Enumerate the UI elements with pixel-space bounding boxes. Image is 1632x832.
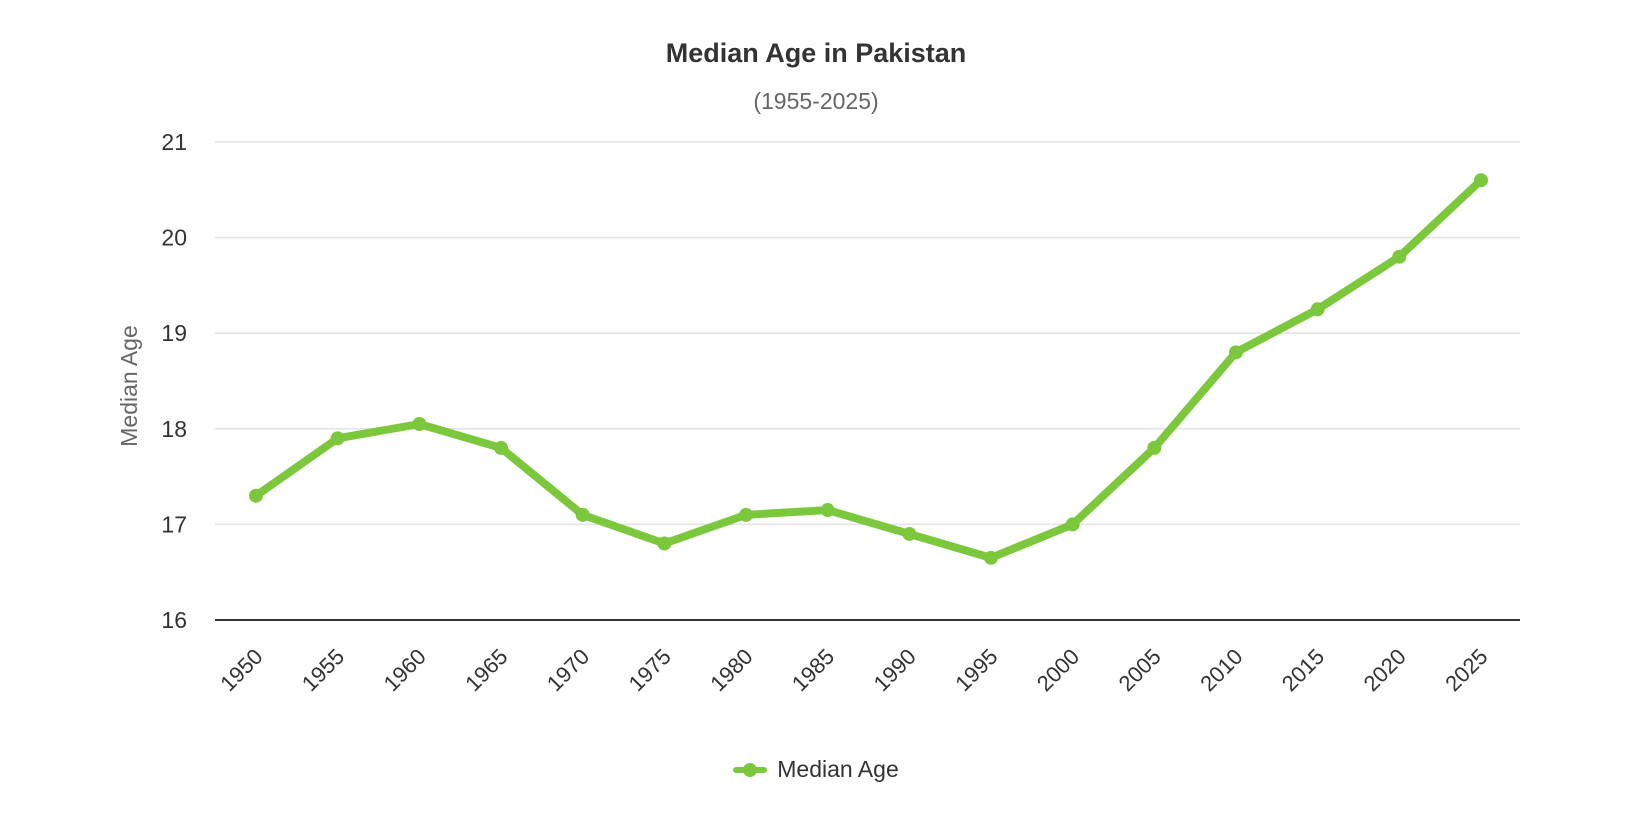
y-tick-label: 19: [161, 320, 187, 346]
x-tick-label: 2015: [1277, 644, 1329, 696]
data-point[interactable]: [330, 431, 345, 446]
y-tick-label: 18: [161, 416, 187, 442]
data-point[interactable]: [1229, 345, 1243, 360]
data-point[interactable]: [820, 503, 835, 518]
x-tick-label: 2025: [1440, 644, 1492, 696]
legend-label: Median Age: [777, 756, 899, 782]
x-tick-label: 1970: [542, 644, 594, 696]
x-tick-label: 1990: [869, 644, 921, 696]
x-tick-label: 1975: [624, 644, 676, 696]
x-tick-label: 1960: [379, 644, 431, 696]
x-tick-label: 1985: [787, 644, 839, 696]
data-point[interactable]: [575, 507, 590, 522]
x-tick-label: 1955: [297, 644, 349, 696]
x-tick-label: 1950: [215, 644, 267, 696]
data-point[interactable]: [1474, 173, 1488, 188]
x-tick-label: 1995: [950, 644, 1002, 696]
data-point[interactable]: [1147, 440, 1162, 455]
chart-subtitle: (1955-2025): [753, 88, 879, 114]
y-axis-title: Median Age: [116, 325, 142, 446]
x-tick-label: 2000: [1032, 644, 1084, 696]
legend-line-marker-icon: [733, 762, 768, 777]
data-point[interactable]: [1065, 517, 1080, 532]
data-point[interactable]: [249, 488, 263, 503]
x-tick-label: 2010: [1195, 644, 1247, 696]
data-point[interactable]: [657, 536, 672, 551]
data-point[interactable]: [1392, 249, 1407, 264]
y-tick-label: 16: [161, 607, 187, 633]
data-point[interactable]: [494, 440, 508, 455]
x-tick-label: 2020: [1359, 644, 1411, 696]
y-tick-label: 21: [161, 129, 187, 155]
series-line: [252, 176, 1485, 562]
data-point[interactable]: [412, 417, 427, 432]
y-tick-label: 17: [161, 511, 187, 537]
x-tick-label: 1980: [705, 644, 757, 696]
data-point[interactable]: [1310, 302, 1325, 317]
x-tick-label: 2005: [1114, 644, 1166, 696]
y-tick-label: 20: [161, 225, 187, 251]
chart-title: Median Age in Pakistan: [665, 38, 967, 68]
data-point[interactable]: [902, 526, 917, 541]
data-point[interactable]: [984, 550, 998, 565]
x-tick-label: 1965: [460, 644, 512, 696]
data-point[interactable]: [739, 507, 753, 522]
legend[interactable]: Median Age: [0, 756, 1632, 783]
